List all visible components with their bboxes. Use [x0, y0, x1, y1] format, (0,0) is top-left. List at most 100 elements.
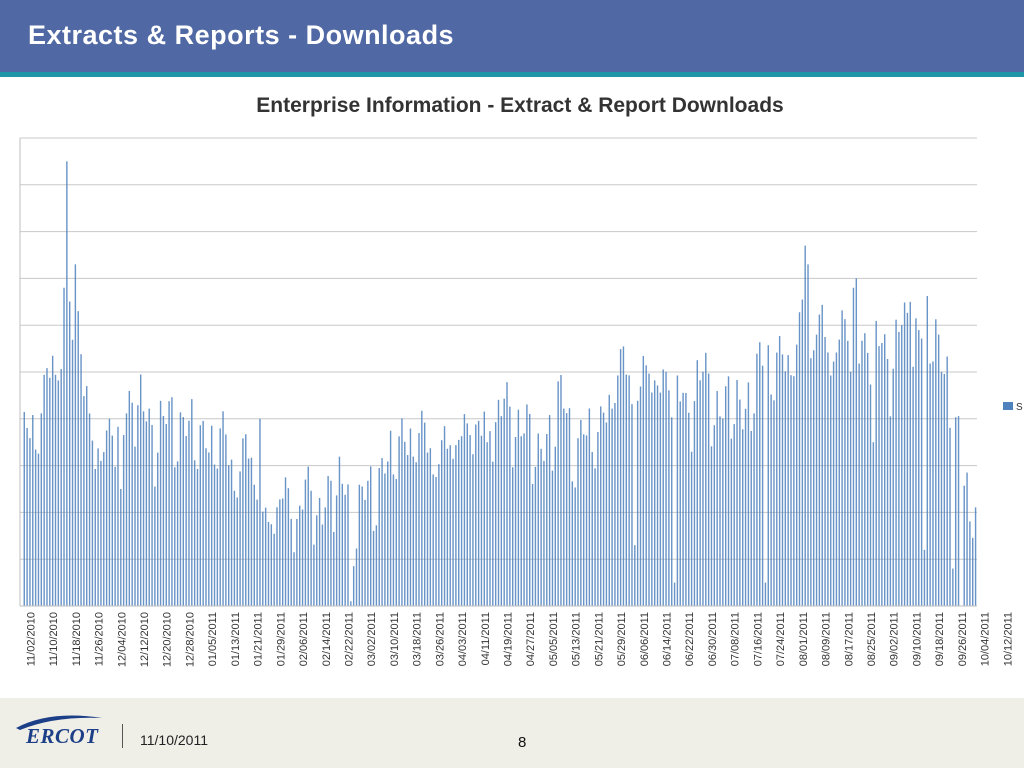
bar — [233, 490, 236, 606]
logo-text: ERCOT — [26, 724, 99, 748]
x-tick-label: 01/29/2011 — [275, 612, 287, 666]
bar — [753, 413, 755, 606]
bar — [634, 545, 636, 606]
bar — [318, 497, 321, 606]
x-tick-label: 04/03/2011 — [457, 612, 469, 666]
bar — [847, 340, 849, 606]
bar — [969, 521, 971, 606]
bar — [801, 299, 804, 606]
bar — [66, 161, 68, 606]
bar — [844, 319, 846, 606]
x-tick-label: 06/30/2011 — [707, 612, 719, 666]
bar — [705, 352, 707, 606]
bar — [631, 404, 633, 606]
bar — [966, 472, 968, 606]
bar — [361, 486, 363, 606]
bar — [333, 531, 335, 606]
bar — [438, 464, 440, 606]
bar — [142, 411, 145, 606]
bar — [364, 499, 366, 606]
bar — [713, 425, 716, 606]
x-tick-label: 05/29/2011 — [616, 612, 628, 666]
bar — [213, 464, 216, 606]
bar — [756, 353, 758, 606]
bar — [242, 438, 244, 606]
bar — [693, 401, 696, 606]
bar — [861, 340, 863, 606]
bar — [421, 410, 423, 606]
slide-title: Extracts & Reports - Downloads — [28, 20, 455, 50]
bar — [270, 524, 273, 606]
bar — [77, 311, 79, 606]
bar — [335, 495, 338, 606]
bar — [889, 416, 892, 606]
x-tick-label: 09/26/2011 — [957, 612, 969, 666]
bar — [540, 448, 542, 606]
bar — [972, 537, 974, 606]
bar — [37, 453, 40, 606]
bar — [875, 320, 877, 606]
bar — [784, 371, 787, 606]
bar — [909, 301, 911, 606]
bar — [920, 338, 923, 606]
bar — [489, 431, 491, 606]
x-tick-label: 11/02/2010 — [25, 612, 37, 666]
bar — [600, 406, 602, 606]
bar — [182, 417, 184, 606]
bar — [923, 549, 926, 606]
bar — [903, 302, 906, 606]
bar — [367, 480, 369, 606]
x-tick-label: 06/22/2011 — [684, 612, 696, 666]
bar — [111, 435, 113, 606]
bar — [455, 445, 457, 606]
bar — [932, 361, 934, 606]
bar — [381, 458, 383, 606]
bar — [51, 355, 54, 606]
bar — [372, 530, 375, 606]
bar — [776, 352, 778, 606]
x-tick-label: 06/14/2011 — [662, 612, 674, 666]
bar — [247, 458, 250, 606]
x-tick-label: 04/19/2011 — [503, 612, 515, 666]
bar — [94, 469, 96, 606]
bar — [957, 416, 960, 606]
bar — [651, 392, 653, 606]
bar — [869, 384, 872, 606]
bar — [744, 408, 747, 606]
bar — [230, 459, 233, 606]
x-tick-label: 08/25/2011 — [866, 612, 878, 666]
x-tick-label: 07/24/2011 — [775, 612, 787, 666]
bar — [685, 393, 687, 606]
bar — [412, 456, 415, 606]
bar — [963, 485, 965, 606]
x-tick-label: 05/21/2011 — [593, 612, 605, 666]
bar — [529, 413, 531, 606]
bar — [157, 452, 159, 606]
bar — [199, 425, 202, 606]
bar — [68, 301, 71, 606]
x-tick-label: 05/13/2011 — [571, 612, 583, 666]
x-tick-label: 07/16/2011 — [752, 612, 764, 666]
bar — [406, 455, 409, 606]
bar — [827, 352, 829, 606]
bar — [937, 334, 940, 606]
bar — [602, 412, 605, 606]
x-tick-label: 11/26/2010 — [94, 612, 106, 666]
bar — [628, 375, 630, 606]
bar — [611, 408, 613, 606]
x-tick-label: 04/27/2011 — [525, 612, 537, 666]
bar — [554, 446, 557, 606]
bar — [426, 452, 429, 606]
bar — [264, 507, 267, 606]
bar — [245, 434, 247, 606]
bar — [642, 355, 645, 606]
bar — [449, 445, 451, 606]
bar — [727, 376, 730, 606]
bar — [387, 461, 389, 606]
bar — [761, 365, 764, 606]
bar — [208, 452, 210, 606]
footer-separator — [0, 690, 1024, 698]
x-tick-label: 03/02/2011 — [366, 612, 378, 666]
bar — [97, 448, 99, 606]
bar — [392, 474, 395, 606]
